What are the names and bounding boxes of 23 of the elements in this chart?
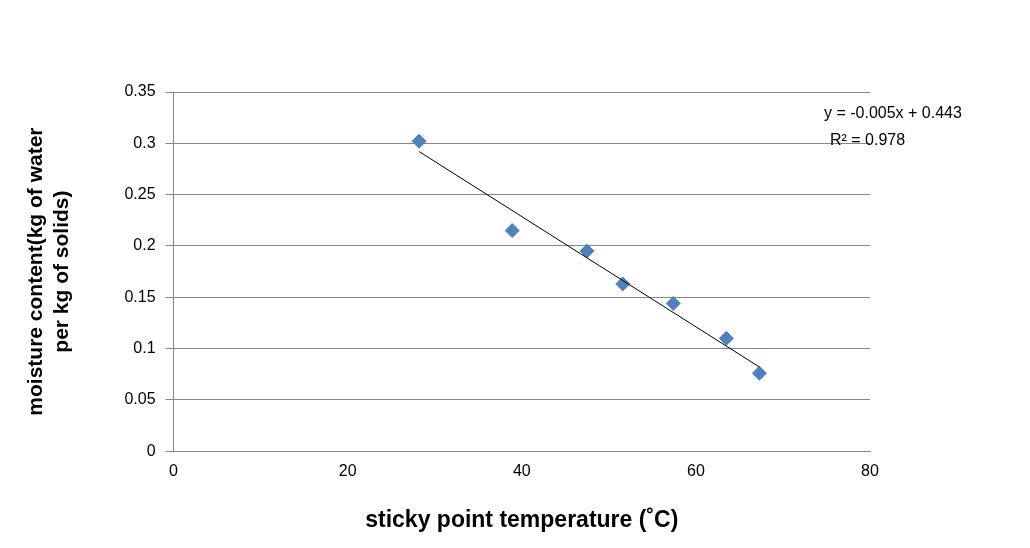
point <box>718 330 734 346</box>
point <box>751 365 767 381</box>
point <box>665 295 681 311</box>
annotation: R² = 0.978 <box>830 131 906 149</box>
annotation: y = -0.005x + 0.443 <box>824 104 962 122</box>
y-tick-label: 0 <box>146 441 156 459</box>
point <box>579 243 595 259</box>
y-tick-label: 0.35 <box>124 82 156 100</box>
x-tick-label: 60 <box>686 462 705 480</box>
point <box>504 223 520 239</box>
x-tick-label: 20 <box>338 462 357 480</box>
y-tick-label: 0.1 <box>133 338 156 356</box>
x-axis-title: sticky point temperature (˚C) <box>365 505 679 532</box>
y-tick-label: 0.3 <box>133 133 156 151</box>
point <box>411 133 427 149</box>
x-tick-label: 80 <box>861 462 879 480</box>
y-tick-label: 0.25 <box>124 185 156 203</box>
y-tick-label: 0.05 <box>124 390 156 408</box>
y-tick-label: 0.2 <box>133 236 156 254</box>
x-tick-label: 0 <box>169 462 179 480</box>
y-tick-label: 0.15 <box>124 287 156 305</box>
x-tick-label: 40 <box>512 462 531 480</box>
y-axis-title: moisture content(kg of water per kg of solids) <box>23 127 72 416</box>
